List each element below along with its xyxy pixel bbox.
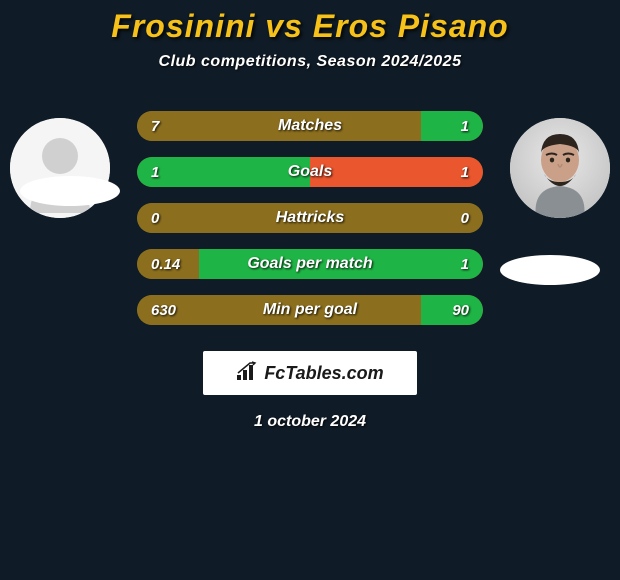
brand-text: FcTables.com: [264, 363, 383, 384]
stat-bar-right: [310, 157, 483, 187]
stat-rows: Matches71 Goals11 Hattricks00 Goals per mat…: [137, 111, 483, 325]
stat-row: Goals per match0.141: [137, 249, 483, 279]
subtitle: Club competitions, Season 2024/2025: [159, 53, 462, 71]
stat-bar-left: [137, 203, 310, 233]
brand-box: FcTables.com: [203, 351, 417, 395]
barchart-icon: [236, 361, 258, 386]
stat-bar-left: [137, 295, 421, 325]
stat-row: Min per goal63090: [137, 295, 483, 325]
page-title: Frosinini vs Eros Pisano: [111, 8, 508, 45]
stat-row: Goals11: [137, 157, 483, 187]
stat-bar-right: [421, 111, 483, 141]
club-badge-right: [500, 255, 600, 285]
date-text: 1 october 2024: [254, 413, 366, 431]
stat-bar-right: [421, 295, 483, 325]
stat-bar-left: [137, 249, 199, 279]
stat-bar-left: [137, 111, 421, 141]
stat-row: Hattricks00: [137, 203, 483, 233]
club-badge-left: [20, 176, 120, 206]
stat-row: Matches71: [137, 111, 483, 141]
stat-bar-left: [137, 157, 310, 187]
stat-bar-right: [310, 203, 483, 233]
stat-bar-right: [199, 249, 483, 279]
player-avatar-right: [510, 118, 610, 218]
